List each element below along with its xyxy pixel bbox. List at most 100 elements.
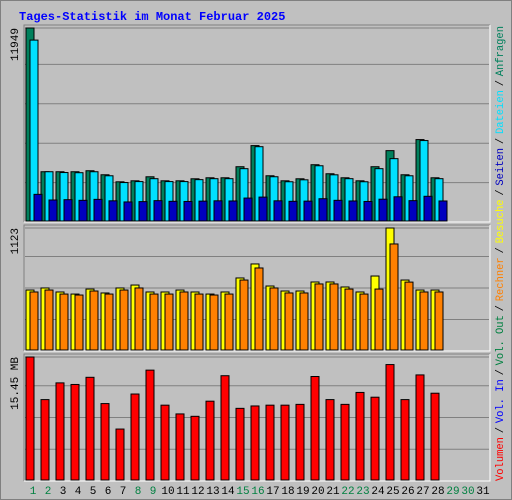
- x-tick-label: 14: [221, 486, 235, 498]
- bar: [378, 198, 388, 222]
- bar: [179, 291, 189, 351]
- bar: [434, 291, 444, 351]
- bar: [404, 281, 414, 351]
- x-tick-label: 27: [416, 486, 429, 498]
- bar: [355, 391, 365, 481]
- bar: [164, 293, 174, 351]
- x-tick-label: 23: [356, 486, 369, 498]
- legend-separator: /: [495, 369, 507, 375]
- legend-entry: Vol. Out: [495, 315, 507, 365]
- bar: [333, 199, 343, 222]
- bar: [228, 200, 238, 222]
- bar: [438, 200, 448, 222]
- bar: [145, 369, 155, 481]
- legend: Volumen / Vol. In / Vol. Out / Rechner / Besuche…: [495, 26, 507, 481]
- x-tick-label: 10: [161, 486, 174, 498]
- legend-separator: /: [495, 305, 507, 311]
- bar: [310, 376, 320, 481]
- bar: [340, 403, 350, 481]
- bar: [295, 403, 305, 481]
- x-tick-label: 24: [371, 486, 385, 498]
- bar: [299, 292, 309, 351]
- x-tick-label: 25: [386, 486, 399, 498]
- panel-light: [24, 25, 491, 223]
- bar: [25, 356, 35, 481]
- panel-shadow: [23, 24, 490, 222]
- x-tick-label: 3: [60, 486, 67, 498]
- x-tick-label: 11: [176, 486, 190, 498]
- bar: [269, 287, 279, 351]
- bar: [40, 399, 50, 481]
- panel-light: [24, 354, 491, 482]
- x-tick-label: 28: [431, 486, 444, 498]
- bar: [153, 200, 163, 222]
- x-tick-label: 13: [206, 486, 219, 498]
- bar: [348, 200, 358, 222]
- x-tick-label: 19: [296, 486, 309, 498]
- y-max-label: 1123: [10, 228, 22, 254]
- bar: [205, 400, 215, 481]
- legend-separator: /: [495, 427, 507, 433]
- bar: [194, 293, 204, 351]
- bar: [48, 199, 58, 222]
- bar: [430, 392, 440, 481]
- bar: [213, 200, 223, 222]
- bar: [123, 201, 133, 222]
- bar: [59, 293, 69, 351]
- legend-entry: Volumen: [495, 437, 507, 481]
- legend-entry: Vol. In: [495, 379, 507, 423]
- bar: [209, 294, 219, 351]
- bar: [325, 399, 335, 481]
- bar: [220, 375, 230, 481]
- bar: [314, 283, 324, 351]
- x-tick-label: 15: [236, 486, 249, 498]
- bar: [408, 200, 418, 222]
- bar: [400, 399, 410, 481]
- bar: [63, 199, 73, 222]
- bar: [329, 283, 339, 351]
- x-tick-label: 1: [30, 486, 37, 498]
- bar: [190, 415, 200, 481]
- x-tick-label: 9: [150, 486, 157, 498]
- y-max-label: 15.45 MB: [10, 357, 22, 410]
- legend-entry: Anfragen: [495, 26, 507, 76]
- bar: [250, 405, 260, 481]
- x-tick-label: 29: [446, 486, 459, 498]
- bar: [130, 393, 140, 481]
- bar: [423, 195, 433, 222]
- bar: [119, 289, 129, 351]
- chart-title: Tages-Statistik im Monat Februar 2025: [19, 10, 285, 24]
- bar: [239, 279, 249, 351]
- bar: [100, 403, 110, 481]
- bar: [33, 193, 43, 222]
- bar: [284, 292, 294, 351]
- x-tick-label: 17: [266, 486, 279, 498]
- legend-separator: /: [495, 80, 507, 86]
- x-tick-label: 16: [251, 486, 264, 498]
- bar: [74, 294, 84, 351]
- x-tick-label: 6: [105, 486, 112, 498]
- bar: [168, 200, 178, 222]
- bar: [183, 200, 193, 222]
- bar: [93, 198, 103, 222]
- bar: [134, 287, 144, 351]
- bar: [85, 376, 95, 481]
- x-tick-label: 18: [281, 486, 294, 498]
- bar: [235, 407, 245, 481]
- x-tick-label: 31: [476, 486, 490, 498]
- bar: [70, 383, 80, 481]
- x-tick-label: 4: [75, 486, 82, 498]
- bar: [108, 200, 118, 222]
- x-tick-label: 5: [90, 486, 97, 498]
- legend-separator: /: [495, 247, 507, 253]
- bar: [44, 289, 54, 351]
- bar: [303, 200, 313, 222]
- bar: [318, 198, 328, 222]
- bar: [29, 291, 39, 351]
- legend-separator: /: [495, 189, 507, 195]
- x-tick-label: 8: [135, 486, 142, 498]
- panel-shadow: [23, 224, 490, 351]
- legend-entry: Seiten: [495, 148, 507, 186]
- bar: [104, 293, 114, 351]
